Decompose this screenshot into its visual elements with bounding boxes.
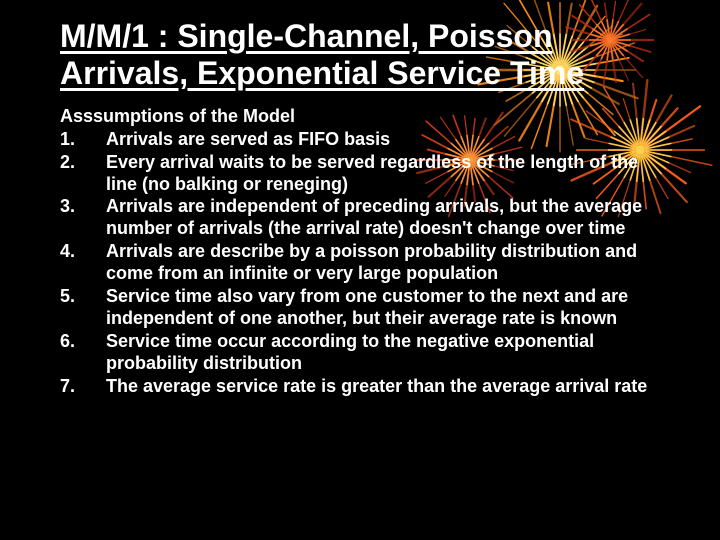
list-item-text: The average service rate is greater than…	[106, 376, 660, 398]
list-item-text: Service time also vary from one customer…	[106, 286, 660, 330]
list-item-number: 4.	[60, 241, 106, 285]
list-item-text: Arrivals are independent of preceding ar…	[106, 196, 660, 240]
slide-content: M/M/1 : Single-Channel, Poisson Arrivals…	[0, 0, 720, 409]
list-item-number: 5.	[60, 286, 106, 330]
list-item-number: 7.	[60, 376, 106, 398]
list-item-number: 2.	[60, 152, 106, 196]
list-item-text: Arrivals are served as FIFO basis	[106, 129, 660, 151]
list-item: 4.Arrivals are describe by a poisson pro…	[60, 241, 660, 285]
list-item: 7.The average service rate is greater th…	[60, 376, 660, 398]
list-item-text: Arrivals are describe by a poisson proba…	[106, 241, 660, 285]
list-item: 6.Service time occur according to the ne…	[60, 331, 660, 375]
list-item-number: 3.	[60, 196, 106, 240]
list-item-text: Every arrival waits to be served regardl…	[106, 152, 660, 196]
list-item-text: Service time occur according to the nega…	[106, 331, 660, 375]
list-item: 3.Arrivals are independent of preceding …	[60, 196, 660, 240]
assumptions-heading: Asssumptions of the Model	[60, 106, 660, 127]
list-item: 1.Arrivals are served as FIFO basis	[60, 129, 660, 151]
slide-title: M/M/1 : Single-Channel, Poisson Arrivals…	[60, 18, 660, 92]
list-item: 5.Service time also vary from one custom…	[60, 286, 660, 330]
list-item-number: 6.	[60, 331, 106, 375]
assumptions-list: 1.Arrivals are served as FIFO basis2.Eve…	[60, 129, 660, 398]
list-item: 2.Every arrival waits to be served regar…	[60, 152, 660, 196]
list-item-number: 1.	[60, 129, 106, 151]
